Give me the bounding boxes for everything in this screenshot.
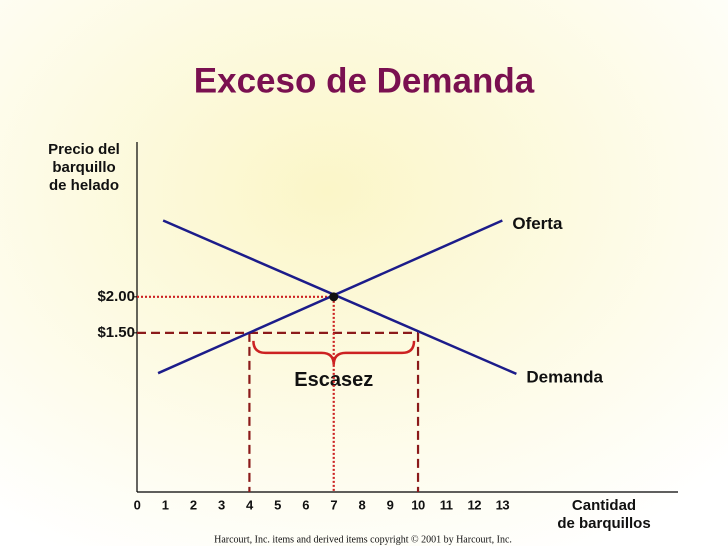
y-tick-label: $1.50 — [97, 324, 135, 341]
x-tick-label: 9 — [387, 497, 394, 512]
x-tick-label: 2 — [190, 497, 197, 512]
y-axis-label: Precio del — [48, 141, 120, 158]
x-tick-label: 3 — [218, 497, 225, 512]
y-tick-label: $2.00 — [97, 288, 135, 305]
chart-title: Exceso de Demanda — [194, 61, 535, 100]
x-tick-label: 7 — [330, 497, 337, 512]
x-tick-label: 4 — [246, 497, 254, 512]
y-axis-label: de helado — [49, 177, 119, 194]
series-label: Oferta — [512, 214, 563, 233]
x-tick-label: 0 — [134, 497, 141, 512]
series-label: Demanda — [526, 367, 603, 386]
x-tick-label: 11 — [440, 497, 453, 512]
x-tick-label: 1 — [162, 497, 169, 512]
x-tick-label: 8 — [358, 497, 365, 512]
footer: Harcourt, Inc. items and derived items c… — [214, 534, 512, 545]
x-axis-label: Cantidad — [572, 497, 636, 514]
equilibrium-point — [329, 292, 339, 302]
x-tick-label: 13 — [496, 497, 510, 512]
x-tick-label: 10 — [411, 497, 425, 512]
x-axis-label: de barquillos — [557, 515, 650, 532]
series-line — [162, 219, 517, 376]
x-tick-label: 6 — [302, 497, 309, 512]
y-axis-label: barquillo — [52, 159, 115, 176]
x-tick-label: 12 — [468, 497, 482, 512]
shortage-label: Escasez — [294, 369, 373, 391]
x-tick-label: 5 — [274, 497, 281, 512]
